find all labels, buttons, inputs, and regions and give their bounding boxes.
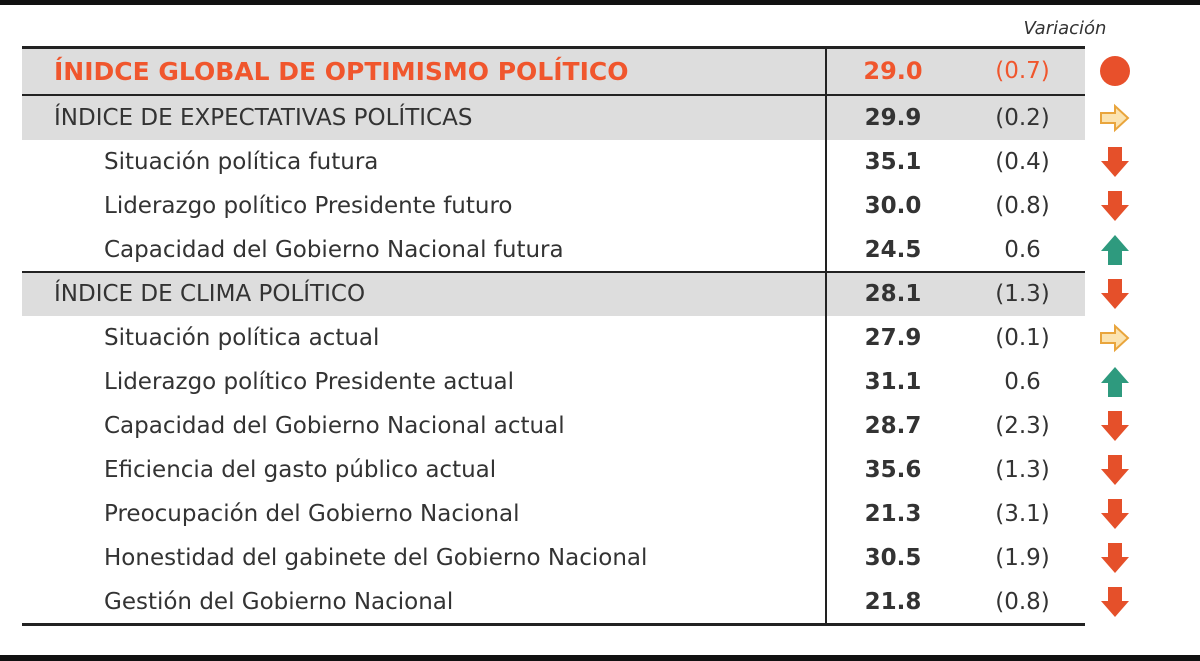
row-label: Liderazgo político Presidente actual [104, 369, 515, 395]
row-change: 0.6 [1004, 237, 1041, 263]
row-label: Preocupación del Gobierno Nacional [104, 501, 520, 527]
trend-icon [1085, 140, 1145, 184]
rule-line [22, 623, 1085, 626]
row-label: Capacidad del Gobierno Nacional actual [104, 413, 565, 439]
icon [1101, 499, 1129, 529]
row-value: 30.0 [864, 193, 922, 219]
row-label: ÍNDICE DE CLIMA POLÍTICO [22, 272, 826, 316]
table-row: Liderazgo político Presidente actual 31.1… [22, 360, 1200, 404]
row-label: Gestión del Gobierno Nacional [104, 589, 454, 615]
table-row: ÍNDICE DE EXPECTATIVAS POLÍTICAS 29.9 (0.2… [22, 95, 1200, 140]
row-change: (1.3) [995, 457, 1050, 483]
icon [1101, 191, 1129, 221]
row-change: (1.9) [995, 545, 1050, 571]
icon [1100, 56, 1130, 86]
row-change: (1.3) [960, 272, 1085, 316]
table-row: Situación política futura 35.1 (0.4) [22, 140, 1200, 184]
trend-icon [1085, 316, 1145, 360]
row-value: 21.8 [864, 589, 922, 615]
row-label: Capacidad del Gobierno Nacional futura [104, 237, 564, 263]
icon [1101, 455, 1129, 485]
trend-icon [1085, 580, 1145, 624]
trend-icon [1085, 536, 1145, 580]
table-row: Gestión del Gobierno Nacional 21.8 (0.8) [22, 580, 1200, 624]
trend-icon [1085, 404, 1145, 448]
table-row: ÍNIDCE GLOBAL DE OPTIMISMO POLÍTICO 29.0(… [22, 47, 1200, 95]
icon [1100, 323, 1130, 353]
rule-line [22, 94, 1085, 96]
row-label: Situación política futura [104, 149, 379, 175]
table-row: Situación política actual 27.9 (0.1) [22, 316, 1200, 360]
bottom-bar [0, 655, 1200, 661]
row-value: 35.1 [864, 149, 922, 175]
row-label: ÍNIDCE GLOBAL DE OPTIMISMO POLÍTICO [22, 47, 826, 95]
row-label: Situación política actual [104, 325, 380, 351]
row-label: Liderazgo político Presidente futuro [104, 193, 513, 219]
table-row: ÍNDICE DE CLIMA POLÍTICO 28.1 (1.3) [22, 272, 1200, 316]
row-value: 29.9 [826, 95, 960, 140]
row-change: (3.1) [995, 501, 1050, 527]
table-row: Preocupación del Gobierno Nacional 21.3 (3… [22, 492, 1200, 536]
icon [1101, 411, 1129, 441]
row-value: 31.1 [864, 369, 922, 395]
row-label: Honestidad del gabinete del Gobierno Nac… [104, 545, 648, 571]
trend-icon [1085, 492, 1145, 536]
row-value: 21.3 [864, 501, 922, 527]
rule-line [22, 271, 1085, 273]
row-value: 27.9 [864, 325, 922, 351]
top-bar [0, 0, 1200, 5]
trend-icon [1085, 272, 1145, 316]
row-change: (0.8) [995, 589, 1050, 615]
trend-icon [1085, 184, 1145, 228]
rule-line [22, 46, 1085, 49]
table-row: Liderazgo político Presidente futuro 30.0… [22, 184, 1200, 228]
row-change: (0.1) [995, 325, 1050, 351]
table-row: Eficiencia del gasto público actual 35.6 (… [22, 448, 1200, 492]
trend-icon [1085, 47, 1145, 95]
row-value: 35.6 [864, 457, 922, 483]
row-value: 28.7 [864, 413, 922, 439]
row-change: (0.7) [960, 47, 1085, 95]
icon [1101, 543, 1129, 573]
row-label: Eficiencia del gasto público actual [104, 457, 497, 483]
column-divider [825, 47, 827, 624]
trend-icon [1085, 448, 1145, 492]
trend-icon [1085, 360, 1145, 404]
row-label: ÍNDICE DE EXPECTATIVAS POLÍTICAS [22, 95, 826, 140]
icon [1101, 279, 1129, 309]
table-row: Capacidad del Gobierno Nacional actual 28… [22, 404, 1200, 448]
table-row: Capacidad del Gobierno Nacional futura 24… [22, 228, 1200, 272]
row-change: (0.2) [960, 95, 1085, 140]
row-change: (0.4) [995, 149, 1050, 175]
icon [1101, 235, 1129, 265]
icon [1101, 367, 1129, 397]
row-change: (0.8) [995, 193, 1050, 219]
row-value: 30.5 [864, 545, 922, 571]
icon [1100, 103, 1130, 132]
icon [1101, 147, 1129, 177]
trend-icon [1085, 95, 1145, 140]
row-value: 24.5 [864, 237, 922, 263]
trend-icon [1085, 228, 1145, 272]
icon [1101, 587, 1129, 617]
row-change: 0.6 [1004, 369, 1041, 395]
row-change: (2.3) [995, 413, 1050, 439]
row-value: 29.0 [826, 47, 960, 95]
row-value: 28.1 [826, 272, 960, 316]
variation-header: Variación [1023, 18, 1107, 39]
table-row: Honestidad del gabinete del Gobierno Nac… [22, 536, 1200, 580]
